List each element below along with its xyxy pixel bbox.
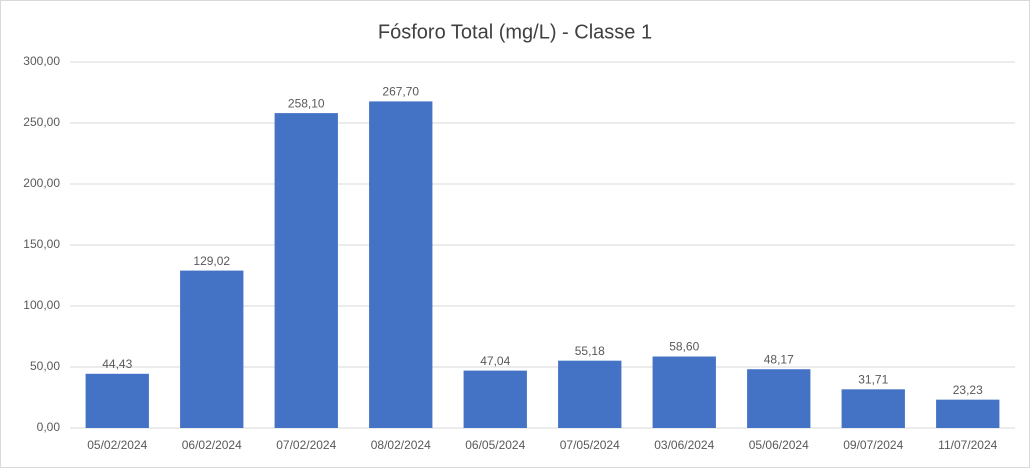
y-tick-label: 150,00 <box>23 237 60 251</box>
bar <box>747 369 811 428</box>
y-tick-label: 200,00 <box>23 176 60 190</box>
bar <box>936 399 1000 428</box>
x-tick-label: 06/05/2024 <box>465 438 525 452</box>
data-label: 48,17 <box>764 352 794 366</box>
x-tick-label: 11/07/2024 <box>938 438 997 452</box>
x-tick-label: 05/02/2024 <box>87 438 147 452</box>
data-label: 55,18 <box>575 344 605 358</box>
data-label: 44,43 <box>102 357 132 371</box>
chart-title: Fósforo Total (mg/L) - Classe 1 <box>378 21 652 43</box>
x-tick-label: 07/02/2024 <box>276 438 336 452</box>
data-label: 23,23 <box>953 383 983 397</box>
bar <box>558 360 622 428</box>
y-tick-label: 300,00 <box>23 54 60 68</box>
data-label: 129,02 <box>193 254 230 268</box>
data-label: 47,04 <box>480 354 510 368</box>
y-tick-label: 0,00 <box>37 420 61 434</box>
y-tick-label: 250,00 <box>23 115 60 129</box>
bar <box>652 356 716 428</box>
bar <box>841 389 905 428</box>
x-tick-label: 06/02/2024 <box>182 438 242 452</box>
x-tick-label: 07/05/2024 <box>560 438 620 452</box>
data-label: 31,71 <box>858 372 888 386</box>
y-tick-label: 100,00 <box>23 298 60 312</box>
x-tick-label: 08/02/2024 <box>371 438 431 452</box>
bar <box>463 370 527 428</box>
bar <box>274 113 338 429</box>
data-label: 267,70 <box>382 85 419 99</box>
bar <box>180 270 244 428</box>
bar <box>369 101 433 428</box>
x-tick-label: 05/06/2024 <box>749 438 809 452</box>
y-tick-label: 50,00 <box>30 359 60 373</box>
bar <box>85 373 149 428</box>
data-label: 58,60 <box>669 340 699 354</box>
x-tick-label: 03/06/2024 <box>654 438 714 452</box>
data-label: 258,10 <box>288 96 325 110</box>
x-tick-label: 09/07/2024 <box>843 438 903 452</box>
